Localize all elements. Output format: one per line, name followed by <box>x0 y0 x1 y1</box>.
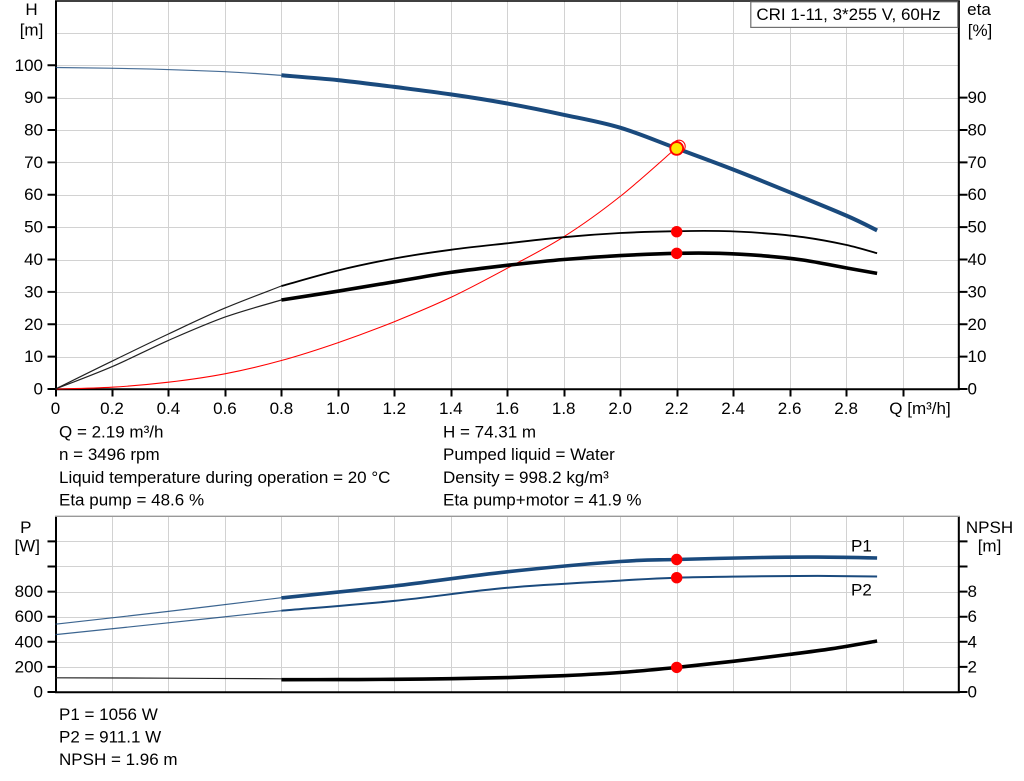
svg-text:60: 60 <box>968 185 987 204</box>
svg-text:P2 = 911.1 W: P2 = 911.1 W <box>59 727 161 746</box>
svg-text:n = 3496 rpm: n = 3496 rpm <box>59 445 160 464</box>
svg-text:2.2: 2.2 <box>665 399 689 418</box>
svg-text:CRI 1-11, 3*255 V, 60Hz: CRI 1-11, 3*255 V, 60Hz <box>756 5 940 24</box>
svg-text:90: 90 <box>968 88 987 107</box>
svg-text:NPSH = 1.96 m: NPSH = 1.96 m <box>59 750 178 769</box>
svg-text:8: 8 <box>968 582 977 601</box>
svg-text:H = 74.31 m: H = 74.31 m <box>443 423 536 442</box>
svg-text:0.2: 0.2 <box>100 399 124 418</box>
svg-text:30: 30 <box>24 282 43 301</box>
svg-text:30: 30 <box>968 282 987 301</box>
svg-text:1.2: 1.2 <box>382 399 406 418</box>
svg-text:800: 800 <box>15 582 43 601</box>
svg-text:1.4: 1.4 <box>439 399 463 418</box>
svg-text:[W]: [W] <box>14 537 40 556</box>
svg-text:20: 20 <box>24 315 43 334</box>
svg-text:H: H <box>25 0 37 19</box>
svg-text:50: 50 <box>24 218 43 237</box>
svg-text:70: 70 <box>968 153 987 172</box>
svg-text:0: 0 <box>968 380 977 399</box>
svg-text:60: 60 <box>24 185 43 204</box>
svg-text:[%]: [%] <box>968 21 993 40</box>
svg-text:[m]: [m] <box>20 21 44 40</box>
svg-text:0: 0 <box>51 399 60 418</box>
svg-text:0: 0 <box>968 683 977 702</box>
svg-text:20: 20 <box>968 315 987 334</box>
svg-text:P: P <box>20 518 31 537</box>
svg-text:0: 0 <box>34 683 43 702</box>
svg-text:P1: P1 <box>851 537 872 556</box>
svg-text:600: 600 <box>15 607 43 626</box>
svg-text:0.4: 0.4 <box>157 399 181 418</box>
svg-text:4: 4 <box>968 632 977 651</box>
svg-text:0: 0 <box>34 380 43 399</box>
svg-text:2.8: 2.8 <box>834 399 858 418</box>
svg-text:NPSH: NPSH <box>966 518 1013 537</box>
svg-text:6: 6 <box>968 607 977 626</box>
svg-text:Q = 2.19 m³/h: Q = 2.19 m³/h <box>59 423 163 442</box>
svg-text:P1 = 1056 W: P1 = 1056 W <box>59 705 158 724</box>
svg-text:2.6: 2.6 <box>778 399 802 418</box>
svg-text:70: 70 <box>24 153 43 172</box>
svg-text:[m]: [m] <box>978 537 1002 556</box>
svg-text:10: 10 <box>968 347 987 366</box>
svg-text:Pumped liquid = Water: Pumped liquid = Water <box>443 445 615 464</box>
svg-text:1.6: 1.6 <box>495 399 519 418</box>
svg-text:Eta pump+motor = 41.9 %: Eta pump+motor = 41.9 % <box>443 491 641 510</box>
svg-text:10: 10 <box>24 347 43 366</box>
svg-text:Q [m³/h]: Q [m³/h] <box>889 399 950 418</box>
svg-text:80: 80 <box>24 121 43 140</box>
svg-text:200: 200 <box>15 657 43 676</box>
svg-text:Eta pump = 48.6 %: Eta pump = 48.6 % <box>59 491 204 510</box>
svg-text:2.0: 2.0 <box>608 399 632 418</box>
svg-text:1.8: 1.8 <box>552 399 576 418</box>
svg-text:P2: P2 <box>851 581 872 600</box>
svg-text:40: 40 <box>968 250 987 269</box>
svg-text:Density = 998.2 kg/m³: Density = 998.2 kg/m³ <box>443 468 609 487</box>
svg-text:40: 40 <box>24 250 43 269</box>
svg-text:2.4: 2.4 <box>721 399 745 418</box>
svg-text:100: 100 <box>15 56 43 75</box>
svg-text:2: 2 <box>968 657 977 676</box>
svg-text:1.0: 1.0 <box>326 399 350 418</box>
svg-text:Liquid temperature during oper: Liquid temperature during operation = 20… <box>59 468 390 487</box>
svg-text:80: 80 <box>968 121 987 140</box>
svg-text:0.6: 0.6 <box>213 399 237 418</box>
svg-text:eta: eta <box>967 0 991 19</box>
svg-text:0.8: 0.8 <box>270 399 294 418</box>
svg-text:90: 90 <box>24 88 43 107</box>
svg-text:50: 50 <box>968 218 987 237</box>
svg-text:400: 400 <box>15 632 43 651</box>
